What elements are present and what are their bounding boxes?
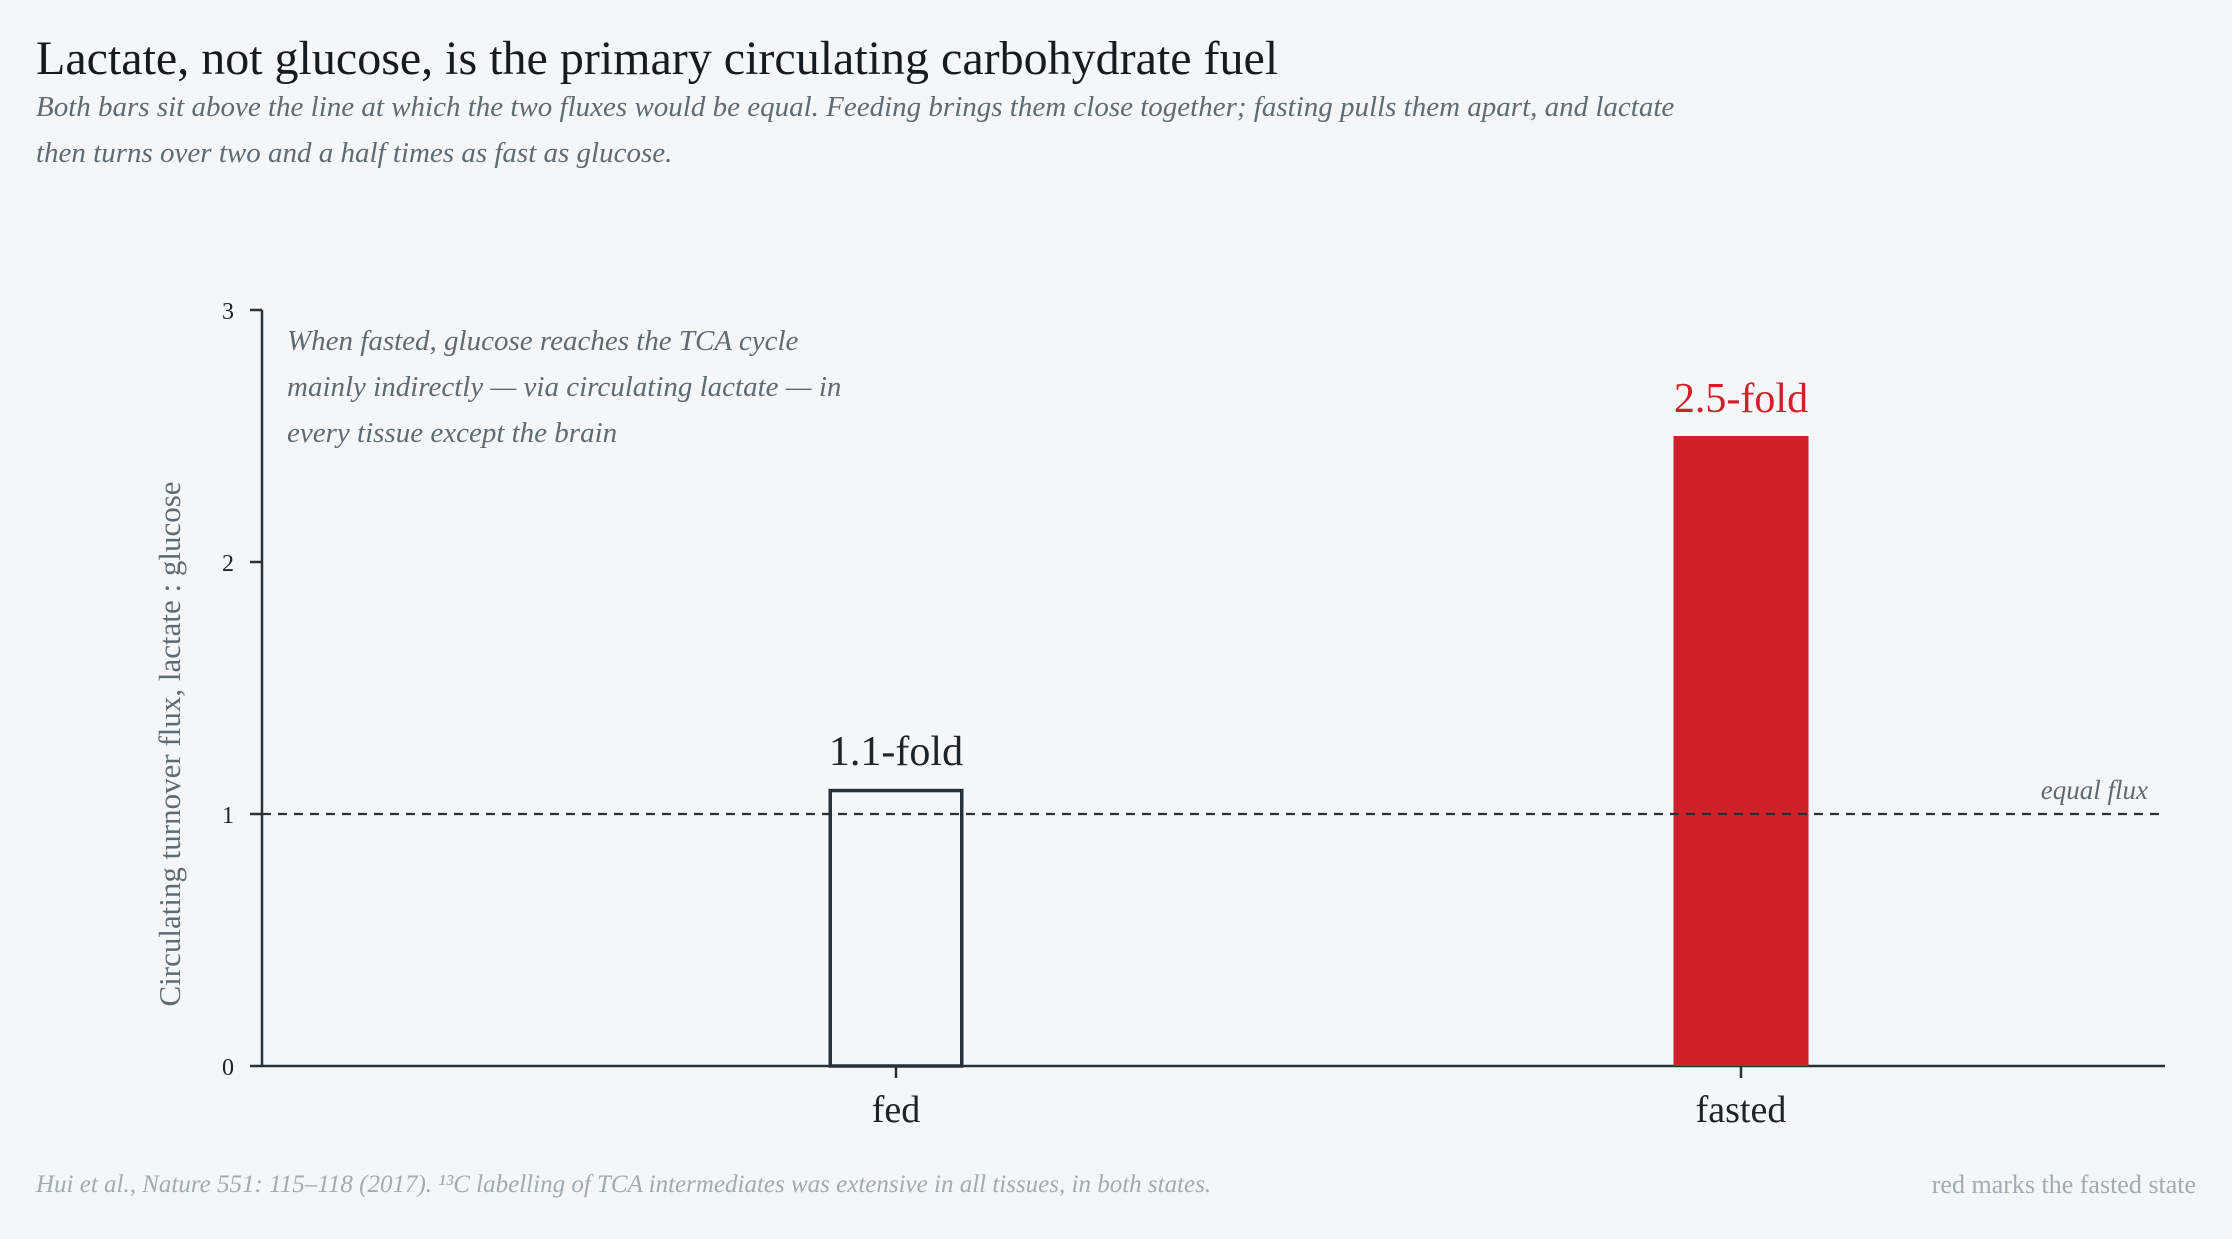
color-legend-note: red marks the fasted state — [1931, 1170, 2196, 1199]
x-tick-label-fasted: fasted — [1696, 1089, 1787, 1131]
y-tick-label: 2 — [222, 551, 234, 577]
y-axis: 0 1 2 3 — [222, 299, 264, 1081]
equal-flux-label: equal flux — [2041, 775, 2148, 805]
data-labels: 1.1-fold 2.5-fold — [829, 376, 1808, 775]
y-tick-label: 0 — [222, 1055, 234, 1081]
chart-annotation: When fasted, glucose reaches the TCA cyc… — [287, 325, 842, 449]
data-label-fasted: 2.5-fold — [1674, 376, 1808, 422]
x-axis: fed fasted — [262, 1064, 2165, 1131]
data-label-fed: 1.1-fold — [829, 729, 963, 775]
y-tick-label: 3 — [222, 299, 234, 325]
bar-fed — [828, 788, 964, 1068]
y-tick-label: 1 — [222, 803, 234, 829]
bar-fasted — [1673, 436, 1809, 1066]
equal-flux-reference: equal flux — [262, 775, 2165, 816]
source-citation: Hui et al., Nature 551: 115–118 (2017). … — [36, 1171, 1212, 1198]
chart-title: Lactate, not glucose, is the primary cir… — [36, 32, 1279, 85]
bars — [828, 436, 1809, 1068]
x-tick-label-fed: fed — [872, 1089, 921, 1131]
chart-subtitle: Both bars sit above the line at which th… — [36, 91, 1675, 169]
y-axis-label: Circulating turnover flux, lactate : glu… — [152, 481, 187, 1006]
